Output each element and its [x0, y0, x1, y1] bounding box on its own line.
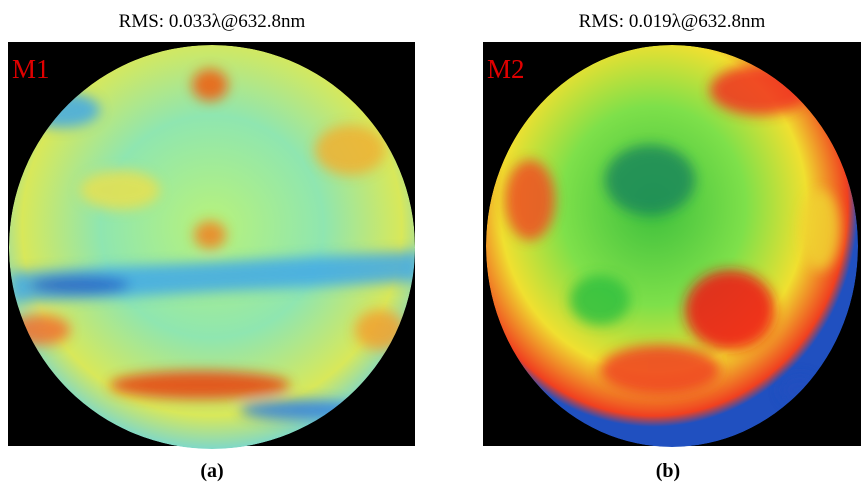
mirror-label: M2 — [487, 54, 525, 84]
surface-map — [486, 45, 858, 447]
panel-caption: (a) — [200, 460, 223, 482]
panel-title: RMS: 0.033λ@632.8nm — [119, 11, 306, 32]
panel-caption: (b) — [656, 460, 680, 482]
mirror-label: M1 — [12, 54, 50, 84]
panel-title: RMS: 0.019λ@632.8nm — [579, 11, 766, 32]
